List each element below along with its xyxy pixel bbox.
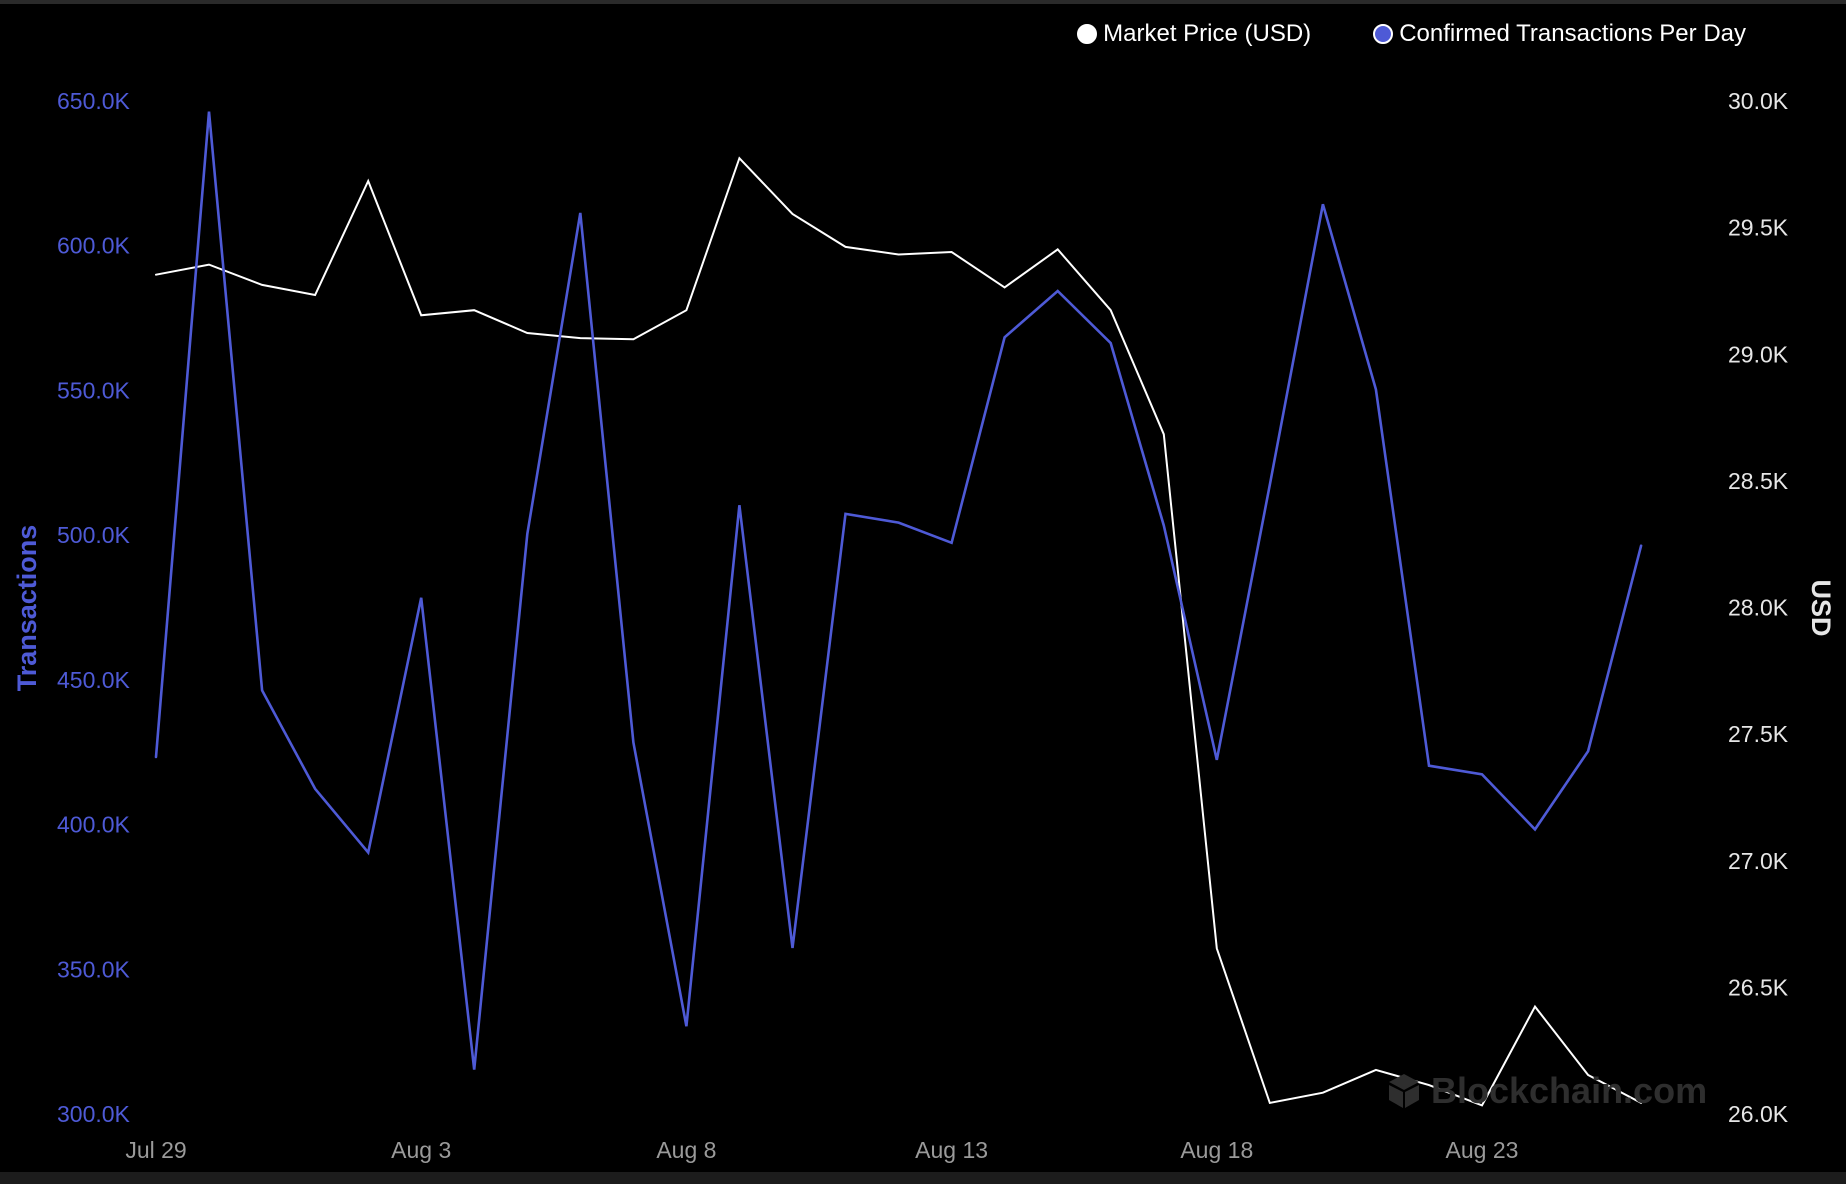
transactions-line	[154, 111, 1643, 1070]
y-right-tick-label: 28.0K	[1728, 595, 1789, 621]
blockchain-logo-icon	[1389, 1074, 1419, 1108]
y-right-tick-label: 30.0K	[1728, 88, 1789, 114]
chart-legend: Market Price (USD) Confirmed Transaction…	[1077, 20, 1746, 48]
y-right-tick-label: 27.5K	[1728, 721, 1789, 747]
legend-swatch-price	[1077, 24, 1098, 44]
top-divider	[0, 0, 1846, 4]
legend-swatch-transactions	[1373, 24, 1394, 44]
bottom-divider	[0, 1172, 1846, 1184]
x-tick-label: Jul 29	[125, 1137, 186, 1163]
y-left-axis-title: Transactions	[12, 525, 42, 692]
y-left-tick-label: 500.0K	[57, 522, 131, 548]
y-right-tick-label: 27.0K	[1728, 848, 1789, 874]
x-tick-label: Aug 18	[1180, 1137, 1253, 1163]
y-left-tick-label: 350.0K	[57, 956, 131, 982]
y-left-tick-label: 550.0K	[57, 377, 131, 403]
x-tick-label: Aug 8	[656, 1137, 716, 1163]
y-right-tick-label: 28.5K	[1728, 468, 1789, 494]
x-tick-label: Aug 23	[1446, 1137, 1519, 1163]
x-tick-label: Aug 13	[915, 1137, 988, 1163]
y-left-tick-label: 400.0K	[57, 812, 131, 838]
legend-item-market-price[interactable]: Market Price (USD)	[1077, 20, 1311, 48]
watermark-text: Blockchain.com	[1431, 1070, 1708, 1111]
legend-item-transactions[interactable]: Confirmed Transactions Per Day	[1373, 20, 1746, 48]
legend-label-market-price: Market Price (USD)	[1103, 20, 1312, 47]
y-right-axis-title: USD	[1806, 579, 1836, 636]
y-left-tick-label: 600.0K	[57, 233, 131, 259]
x-tick-label: Aug 3	[391, 1137, 451, 1163]
market-price-line	[155, 156, 1643, 1107]
y-right-tick-label: 26.5K	[1728, 974, 1789, 1000]
y-left-tick-label: 300.0K	[57, 1101, 131, 1127]
y-right-tick-label: 26.0K	[1728, 1101, 1789, 1127]
y-right-tick-label: 29.0K	[1728, 341, 1789, 367]
y-left-tick-label: 450.0K	[57, 667, 131, 693]
legend-label-transactions: Confirmed Transactions Per Day	[1399, 20, 1746, 47]
y-left-tick-label: 650.0K	[57, 88, 131, 114]
y-right-tick-label: 29.5K	[1728, 215, 1789, 241]
blockchain-watermark: Blockchain.com	[1385, 1070, 1707, 1112]
